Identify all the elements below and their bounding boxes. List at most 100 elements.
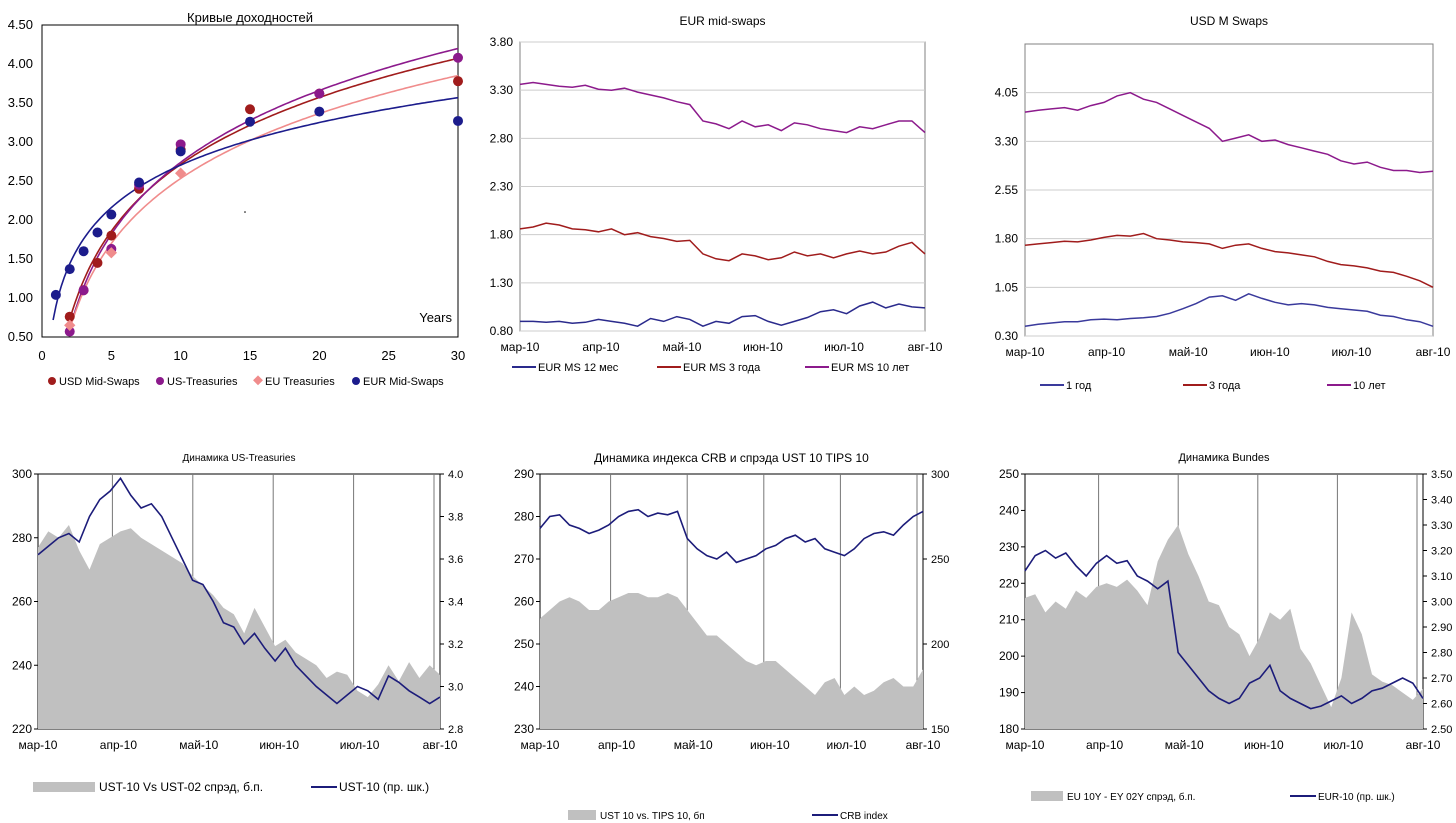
y-tick-label: 290 xyxy=(514,467,534,481)
x-tick-label: авг-10 xyxy=(1416,345,1451,359)
y2-tick-label: 2.60 xyxy=(1431,699,1452,711)
legend-label: EU 10Y - EY 02Y спрэд, б.п. xyxy=(1067,791,1195,803)
series-line xyxy=(519,81,926,134)
data-point xyxy=(64,326,75,337)
y-tick-label: 2.30 xyxy=(490,180,514,194)
x-tick-label: май-10 xyxy=(1165,738,1204,752)
x-tick-label: 25 xyxy=(381,348,395,363)
y-tick-label: 3.30 xyxy=(490,83,514,97)
y2-tick-label: 250 xyxy=(931,554,949,566)
legend-marker xyxy=(1031,791,1063,801)
y-tick-label: 3.50 xyxy=(8,95,33,110)
y2-tick-label: 3.6 xyxy=(448,554,463,566)
legend-label: EUR MS 12 мес xyxy=(538,362,619,374)
x-tick-label: июн-10 xyxy=(750,738,790,752)
series-line xyxy=(520,301,926,328)
legend-label: US-Treasuries xyxy=(167,376,238,388)
data-point xyxy=(134,177,145,188)
y-tick-label: 260 xyxy=(12,595,32,609)
chart-title: Динамика Bundes xyxy=(1178,452,1270,464)
x-tick-label: 15 xyxy=(243,348,257,363)
data-point xyxy=(245,104,255,115)
legend-marker xyxy=(253,375,263,386)
x-tick-label: июн-10 xyxy=(743,340,783,354)
y-tick-label: 0.30 xyxy=(995,329,1019,343)
bundes-chart: 180 190 200 210 220 230 240 250 2.50 2.60 2.70 2.80… xyxy=(999,452,1452,803)
series-line xyxy=(1024,91,1434,174)
y-tick-label: 250 xyxy=(999,467,1019,481)
x-tick-label: апр-10 xyxy=(1088,345,1126,359)
y-tick-label: 280 xyxy=(12,531,32,545)
data-point xyxy=(453,52,463,63)
data-point xyxy=(78,285,89,296)
y-tick-label: 200 xyxy=(999,649,1019,663)
data-point xyxy=(50,289,61,300)
stray-dot xyxy=(244,211,246,213)
x-tick-label: мар-10 xyxy=(19,738,58,752)
x-tick-label: авг-10 xyxy=(423,738,458,752)
data-point xyxy=(453,115,463,126)
y2-tick-label: 2.80 xyxy=(1431,648,1452,660)
series-area xyxy=(38,525,440,729)
x-tick-label: мар-10 xyxy=(521,738,560,752)
y2-tick-label: 300 xyxy=(931,469,949,481)
y-tick-label: 1.50 xyxy=(8,251,33,266)
trend-line xyxy=(68,47,459,330)
y2-tick-label: 3.00 xyxy=(1431,597,1452,609)
y2-tick-label: 3.0 xyxy=(448,682,463,694)
y-tick-label: 0.80 xyxy=(490,324,514,338)
y-tick-label: 210 xyxy=(999,613,1019,627)
y-tick-label: 0.50 xyxy=(8,329,33,344)
chart-title: EUR mid-swaps xyxy=(679,14,765,28)
x-tick-label: 0 xyxy=(38,348,45,363)
y-tick-label: 3.00 xyxy=(8,134,33,149)
x-tick-label: июл-10 xyxy=(1332,345,1372,359)
y-tick-label: 2.00 xyxy=(8,212,33,227)
series-line xyxy=(519,222,926,262)
data-point xyxy=(175,139,186,150)
y-tick-label: 230 xyxy=(514,722,534,736)
y-tick-label: 280 xyxy=(514,510,534,524)
series-line xyxy=(539,508,924,564)
data-point xyxy=(314,106,325,117)
crb-tips-chart: 230 240 250 260 270 280 290 150 200 250 300 мар-10 а… xyxy=(514,451,949,822)
y2-tick-label: 3.40 xyxy=(1431,495,1452,507)
y2-tick-label: 3.4 xyxy=(448,597,463,609)
plot-frame xyxy=(41,24,459,338)
y2-tick-label: 3.30 xyxy=(1431,520,1452,532)
y-tick-label: 2.50 xyxy=(8,173,33,188)
data-point xyxy=(106,209,117,220)
y-tick-label: 4.00 xyxy=(8,56,33,71)
data-point xyxy=(314,88,325,99)
y-tick-label: 2.55 xyxy=(995,183,1019,197)
legend-marker xyxy=(33,782,95,792)
y-tick-label: 230 xyxy=(999,540,1019,554)
y2-tick-label: 3.10 xyxy=(1431,571,1452,583)
chart-title: Кривые доходностей xyxy=(187,10,313,25)
y-tick-label: 250 xyxy=(514,637,534,651)
y2-tick-label: 3.8 xyxy=(448,512,463,524)
x-tick-label: авг-10 xyxy=(1406,738,1441,752)
y-tick-label: 3.80 xyxy=(490,35,514,49)
y2-tick-label: 200 xyxy=(931,639,949,651)
legend-label: CRB index xyxy=(840,811,888,822)
legend-label: EUR MS 3 года xyxy=(683,362,761,374)
legend-label: 3 года xyxy=(1209,380,1241,392)
eur-mid-swaps-chart: 0.80 1.30 1.80 2.30 2.80 3.30 3.80 мар-10 апр-10… xyxy=(490,14,943,374)
data-point xyxy=(175,146,186,157)
y2-tick-label: 3.50 xyxy=(1431,469,1452,481)
y-tick-label: 220 xyxy=(999,576,1019,590)
legend-label: 10 лет xyxy=(1353,380,1386,392)
trend-line xyxy=(68,74,459,330)
data-point xyxy=(64,311,75,322)
y-tick-label: 220 xyxy=(12,722,32,736)
x-tick-label: 10 xyxy=(173,348,187,363)
data-point xyxy=(64,264,75,275)
x-tick-label: мар-10 xyxy=(1006,345,1045,359)
y-tick-label: 1.05 xyxy=(995,280,1019,294)
data-point xyxy=(78,246,89,257)
x-tick-label: мар-10 xyxy=(1006,738,1045,752)
y-tick-label: 3.30 xyxy=(995,134,1019,148)
legend-marker xyxy=(156,377,164,385)
